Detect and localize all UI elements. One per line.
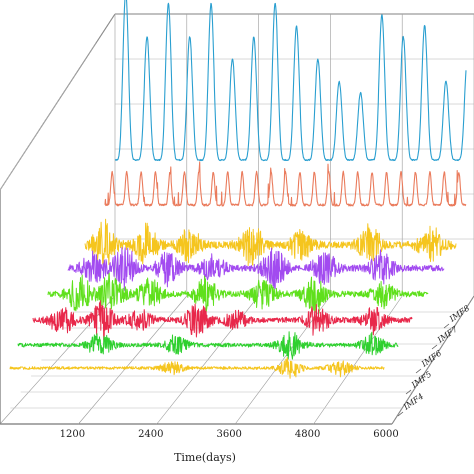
x-tick-label: 6000 [373, 429, 398, 440]
grid-left-wall [0, 13, 116, 191]
chart-grid [0, 13, 474, 425]
series-line-2 [17, 331, 399, 360]
series-line-5 [67, 247, 445, 291]
x-tick-label: 1200 [60, 429, 85, 440]
depth-tick-mark [443, 323, 450, 329]
depth-tick-mark [415, 368, 422, 374]
depth-tick-mark [397, 411, 404, 417]
depth-tick-label: IMF5 [409, 370, 433, 391]
series-line-7 [104, 161, 467, 207]
series-line-3 [32, 300, 413, 341]
depth-tick-mark [405, 389, 412, 395]
depth-tick-label: IMF8 [447, 304, 471, 325]
series-line-4 [47, 272, 429, 314]
series-line-6 [84, 218, 457, 267]
x-tick-label: 3600 [216, 429, 241, 440]
depth-tick-label: IMF6 [419, 349, 443, 370]
series-line-1 [9, 357, 385, 379]
x-tick-label: 4800 [295, 429, 320, 440]
series-layer [9, 0, 467, 379]
depth-tick-label: IMF7 [435, 324, 460, 345]
depth-tick-label: IMF4 [401, 392, 425, 413]
x-axis-title: Time(days) [174, 451, 236, 464]
depth-tick-mark [431, 344, 438, 350]
x-tick-label: 2400 [138, 429, 163, 440]
series-line-8 [114, 0, 467, 162]
